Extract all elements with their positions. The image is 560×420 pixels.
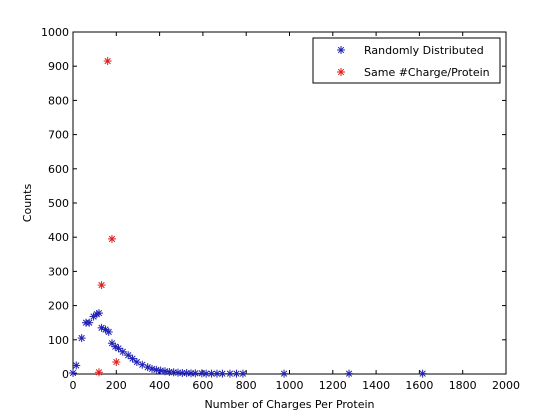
axis-ticks: 0 200 400 600 800 1000 1200 1400 1600 1800 2000 0 10… [41, 26, 520, 392]
x-tick-label: 1200 [319, 379, 347, 392]
point-same-charge-protein [103, 57, 112, 66]
y-tick-label: 1000 [41, 26, 69, 39]
point-randomly-distributed [104, 327, 113, 336]
asterisk-icon [337, 46, 345, 54]
point-randomly-distributed [69, 368, 77, 377]
point-randomly-distributed [128, 354, 137, 363]
point-randomly-distributed [72, 361, 81, 370]
point-randomly-distributed [114, 344, 123, 353]
x-tick-label: 800 [236, 379, 257, 392]
point-randomly-distributed [124, 351, 133, 360]
data-points [69, 57, 427, 378]
y-tick-label: 100 [48, 334, 69, 347]
x-tick-label: 1800 [449, 379, 477, 392]
x-tick-label: 1400 [362, 379, 390, 392]
legend-box [312, 37, 501, 84]
point-randomly-distributed [191, 369, 200, 378]
x-tick-label: 1600 [405, 379, 433, 392]
point-randomly-distributed [218, 369, 227, 378]
x-tick-label: 200 [106, 379, 127, 392]
x-tick-label: 400 [149, 379, 170, 392]
x-tick-label: 0 [70, 379, 77, 392]
point-same-charge-protein [107, 234, 116, 243]
legend-marker-same-charge-protein [337, 68, 345, 76]
legend-label-randomly-distributed: Randomly Distributed [364, 44, 484, 57]
point-randomly-distributed [238, 369, 247, 378]
y-axis-label: Counts [21, 184, 34, 223]
plot-area [72, 31, 507, 375]
point-randomly-distributed [418, 369, 427, 378]
point-randomly-distributed [143, 363, 152, 372]
point-same-charge-protein [97, 281, 106, 290]
point-randomly-distributed [345, 369, 354, 378]
y-tick-label: 400 [48, 231, 69, 244]
point-randomly-distributed [85, 318, 94, 327]
point-randomly-distributed [94, 309, 103, 318]
point-same-charge-protein [94, 368, 103, 377]
y-tick-label: 600 [48, 163, 69, 176]
x-axis-label: Number of Charges Per Protein [204, 398, 374, 411]
y-tick-label: 700 [48, 129, 69, 142]
legend-marker-randomly-distributed [337, 46, 345, 54]
y-tick-label: 200 [48, 300, 69, 313]
point-randomly-distributed [280, 369, 289, 378]
point-same-charge-protein [112, 358, 121, 367]
y-tick-label: 800 [48, 94, 69, 107]
point-randomly-distributed [118, 347, 127, 356]
y-tick-label: 900 [48, 60, 69, 73]
x-tick-label: 1000 [276, 379, 304, 392]
legend-label-same-charge-protein: Same #Charge/Protein [364, 66, 490, 79]
asterisk-icon [337, 68, 345, 76]
y-tick-label: 300 [48, 265, 69, 278]
x-tick-label: 600 [192, 379, 213, 392]
x-tick-label: 2000 [492, 379, 520, 392]
point-randomly-distributed [77, 334, 86, 343]
legend: Randomly Distributed Same #Charge/Protei… [312, 37, 501, 84]
y-tick-label: 0 [62, 368, 69, 381]
y-tick-label: 500 [48, 197, 69, 210]
